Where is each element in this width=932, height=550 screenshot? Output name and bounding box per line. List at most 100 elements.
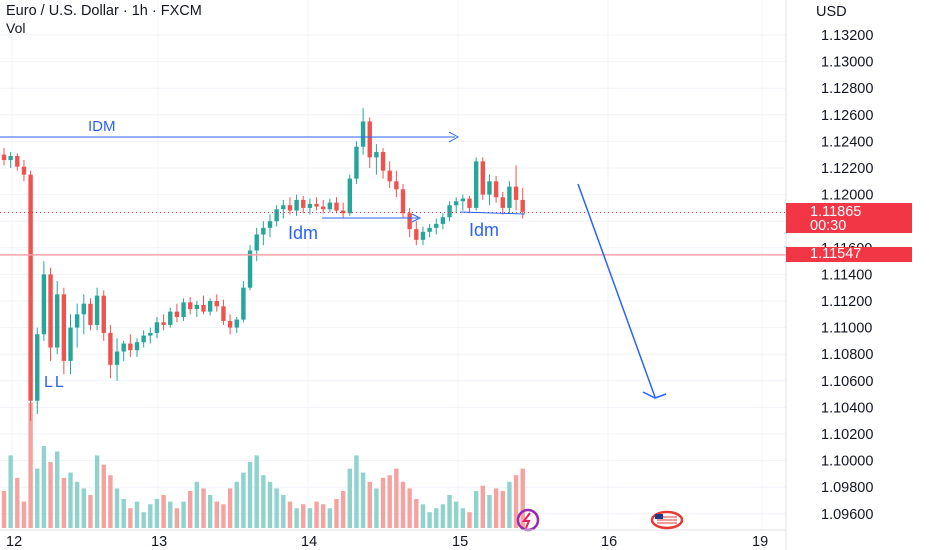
candle[interactable]: [400, 183, 406, 219]
candle[interactable]: [227, 314, 233, 335]
candle[interactable]: [414, 221, 419, 246]
candle[interactable]: [360, 108, 366, 155]
candle[interactable]: [394, 170, 399, 198]
candle[interactable]: [8, 152, 13, 168]
candle[interactable]: [1, 148, 7, 166]
candle[interactable]: [61, 287, 67, 375]
candle[interactable]: [55, 281, 60, 355]
candle[interactable]: [460, 194, 466, 211]
candle-body: [74, 314, 80, 328]
candle[interactable]: [21, 160, 27, 182]
candle[interactable]: [81, 294, 86, 335]
candle[interactable]: [334, 197, 339, 214]
candle[interactable]: [407, 207, 412, 238]
candle[interactable]: [447, 201, 452, 222]
candle[interactable]: [480, 157, 485, 200]
candle[interactable]: [281, 199, 286, 219]
candle[interactable]: [513, 165, 519, 211]
volume-bar: [347, 468, 352, 528]
candle[interactable]: [500, 191, 505, 215]
volume-bar: [334, 498, 339, 528]
candle-body: [234, 319, 239, 328]
candle[interactable]: [354, 141, 359, 184]
candle[interactable]: [487, 174, 492, 206]
candle[interactable]: [201, 295, 206, 315]
candle[interactable]: [41, 261, 47, 341]
candle[interactable]: [214, 294, 219, 312]
candle[interactable]: [207, 298, 213, 316]
volume-bar: [307, 508, 313, 528]
candle[interactable]: [35, 327, 40, 415]
candle[interactable]: [241, 281, 246, 323]
volume-label[interactable]: Vol: [6, 20, 26, 36]
candle[interactable]: [247, 245, 253, 291]
candle[interactable]: [174, 303, 180, 323]
candle[interactable]: [473, 157, 479, 211]
volume-bar: [88, 495, 93, 528]
projection-arrow-line[interactable]: [577, 183, 656, 398]
candle[interactable]: [128, 334, 133, 357]
candle[interactable]: [454, 197, 459, 214]
candle[interactable]: [347, 174, 352, 216]
candle[interactable]: [234, 316, 239, 333]
candle-body: [241, 287, 246, 320]
candle[interactable]: [274, 205, 279, 227]
candle[interactable]: [493, 175, 499, 203]
candle[interactable]: [267, 214, 273, 238]
volume-bar: [174, 508, 180, 528]
volume-bar: [473, 491, 479, 528]
idm-right-line[interactable]: [459, 211, 526, 215]
candle[interactable]: [188, 297, 193, 315]
candle-body: [114, 351, 120, 365]
candle[interactable]: [121, 340, 126, 361]
candle[interactable]: [134, 338, 140, 357]
candle[interactable]: [327, 198, 333, 212]
candle[interactable]: [467, 195, 472, 214]
volume-bar: [241, 472, 246, 528]
candle[interactable]: [161, 314, 166, 331]
candle[interactable]: [254, 227, 259, 262]
candle[interactable]: [374, 144, 379, 175]
candle[interactable]: [507, 181, 512, 214]
candle[interactable]: [314, 197, 319, 211]
candle[interactable]: [28, 170, 33, 421]
candle[interactable]: [434, 218, 439, 235]
candle[interactable]: [154, 316, 160, 339]
candle[interactable]: [88, 298, 93, 331]
candle[interactable]: [168, 307, 173, 328]
candle[interactable]: [68, 314, 73, 375]
candle[interactable]: [101, 290, 106, 341]
candle[interactable]: [48, 267, 53, 361]
candle[interactable]: [367, 117, 372, 168]
candle[interactable]: [440, 213, 446, 230]
candle[interactable]: [340, 202, 346, 219]
candle[interactable]: [15, 153, 20, 171]
candle[interactable]: [114, 338, 120, 381]
candle[interactable]: [94, 287, 100, 331]
candle[interactable]: [108, 324, 113, 379]
candle[interactable]: [181, 298, 186, 321]
candle-body: [28, 174, 33, 401]
symbol-title[interactable]: Euro / U.S. Dollar · 1h · FXCM: [6, 3, 202, 19]
currency-label[interactable]: USD: [816, 4, 847, 20]
candle[interactable]: [301, 195, 306, 214]
flag-canton: [655, 514, 663, 519]
current-price-value: 1.11865: [810, 204, 862, 220]
candle-body: [188, 302, 193, 309]
candle[interactable]: [427, 223, 432, 238]
candle[interactable]: [148, 327, 153, 344]
candle[interactable]: [194, 301, 200, 317]
candle[interactable]: [307, 198, 313, 215]
event-icon[interactable]: [650, 510, 684, 530]
candle[interactable]: [380, 148, 386, 179]
candle[interactable]: [221, 299, 226, 325]
candle[interactable]: [387, 161, 392, 188]
candle[interactable]: [287, 197, 293, 215]
candle[interactable]: [321, 199, 326, 214]
candle[interactable]: [420, 226, 426, 246]
candle[interactable]: [141, 330, 146, 348]
candle[interactable]: [261, 221, 266, 246]
candle[interactable]: [74, 303, 80, 348]
